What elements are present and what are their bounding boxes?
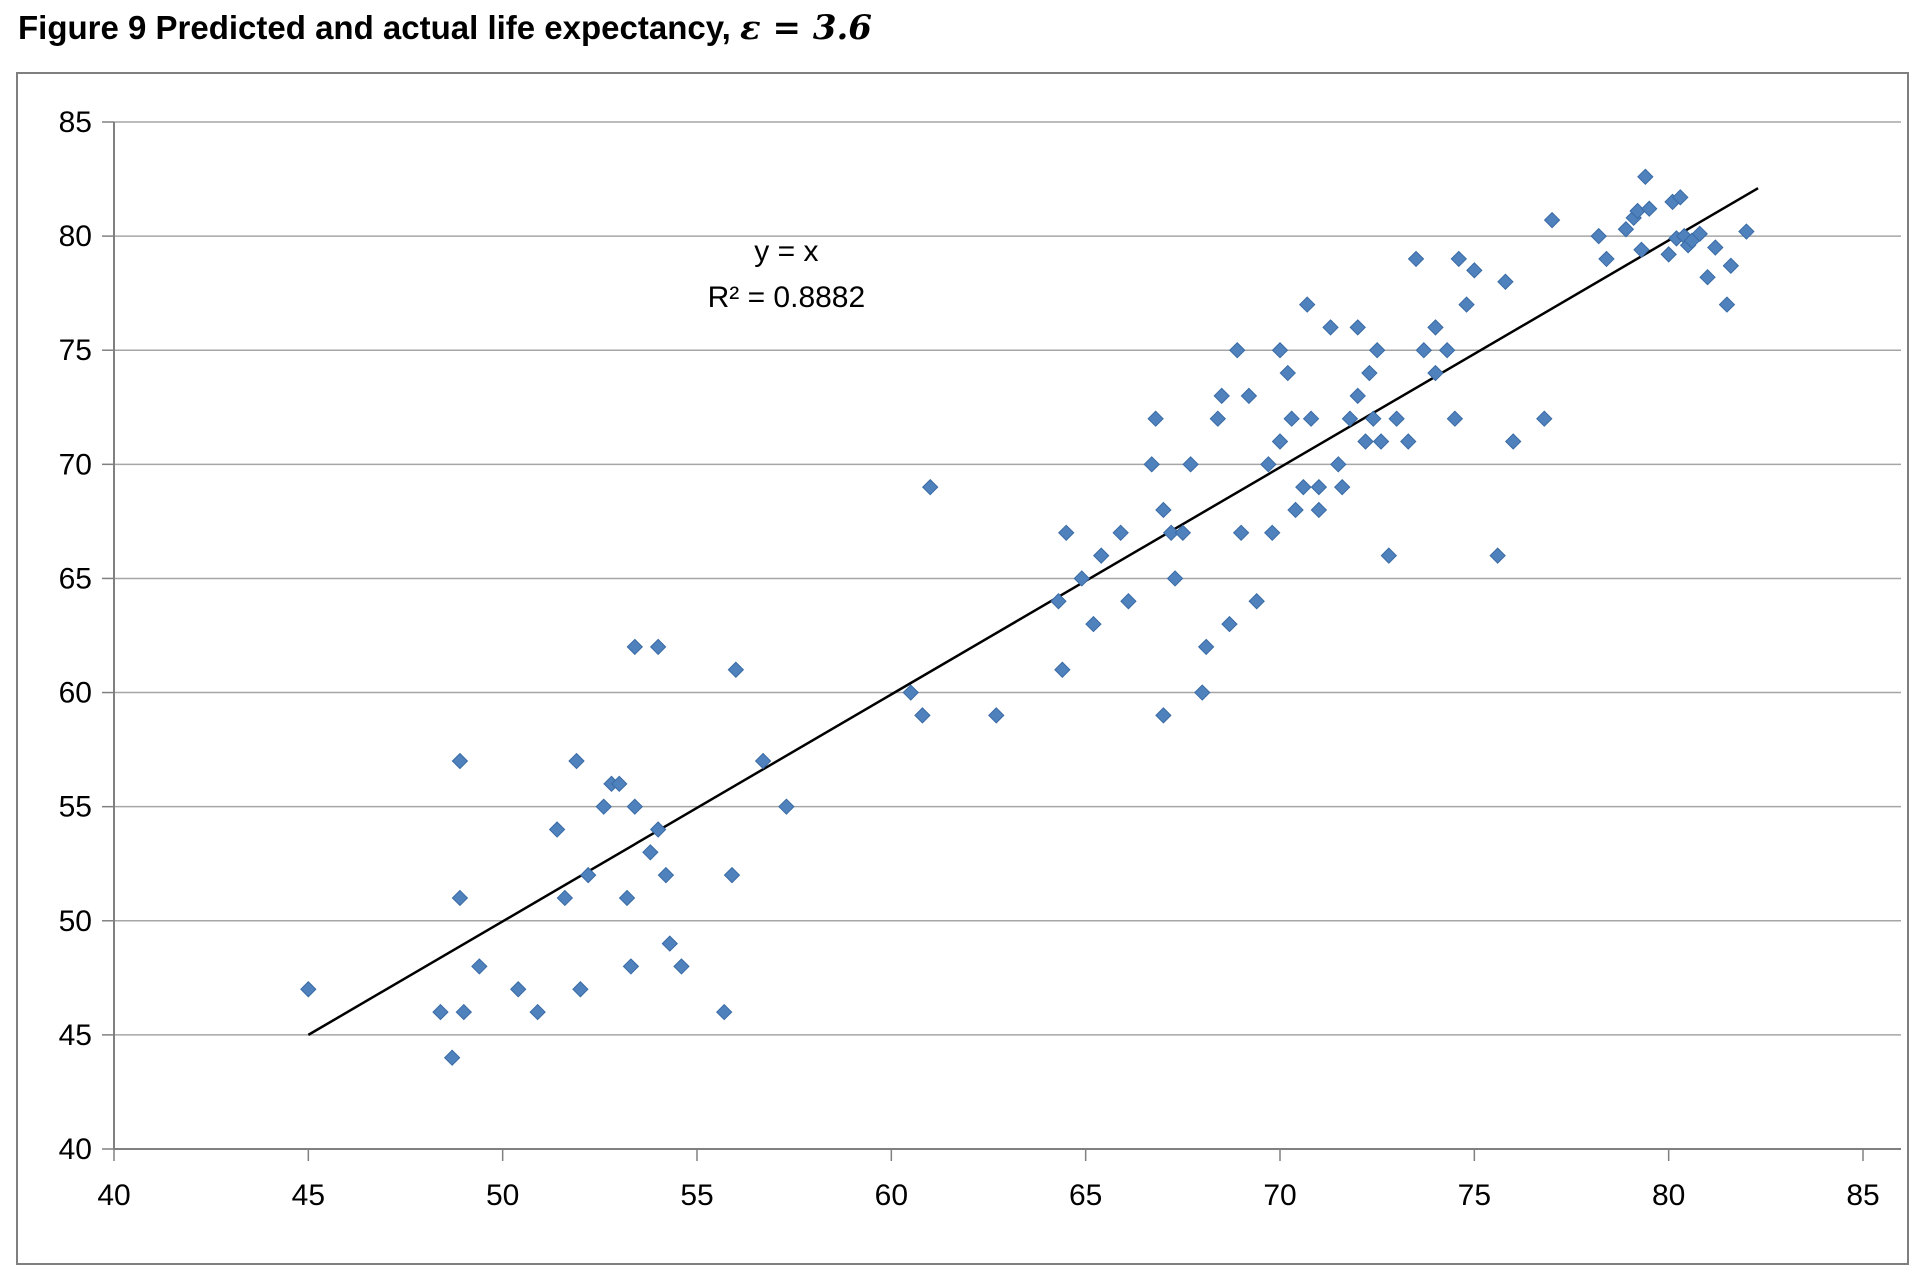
gridlines	[114, 121, 1901, 1150]
svg-text:50: 50	[486, 1179, 519, 1212]
svg-text:55: 55	[59, 791, 92, 824]
scatter-plot: 40 45 50 55 60 65 70 75 80 85 40 45 50 55 60 65 70 75 80 85…	[59, 106, 1901, 1212]
svg-text:60: 60	[875, 1179, 908, 1212]
svg-text:40: 40	[97, 1179, 130, 1212]
svg-text:60: 60	[59, 677, 92, 710]
figure-title-text: Figure 9 Predicted and actual life expec…	[18, 9, 740, 46]
svg-text:45: 45	[59, 1019, 92, 1052]
svg-text:80: 80	[1652, 1179, 1685, 1212]
axis-tick-labels: 40 45 50 55 60 65 70 75 80 85 40 45 50 55 60 65 70 75 80 85	[59, 106, 1880, 1212]
trendline-equation-label: y = x	[754, 235, 818, 268]
svg-text:65: 65	[59, 562, 92, 595]
axes	[102, 121, 1901, 1161]
trendline	[307, 187, 1759, 1036]
svg-text:70: 70	[1263, 1179, 1296, 1212]
svg-text:70: 70	[59, 448, 92, 481]
chart-area: 40 45 50 55 60 65 70 75 80 85 40 45 50 55 60 65 70 75 80 85…	[16, 72, 1909, 1265]
r-squared-label: R² = 0.8882	[708, 281, 866, 314]
scatter-points	[300, 168, 1755, 1066]
svg-text:80: 80	[59, 220, 92, 253]
svg-text:75: 75	[59, 334, 92, 367]
svg-text:55: 55	[680, 1179, 713, 1212]
svg-text:85: 85	[1846, 1179, 1879, 1212]
svg-text:85: 85	[59, 106, 92, 139]
svg-text:50: 50	[59, 905, 92, 938]
svg-text:75: 75	[1458, 1179, 1491, 1212]
figure-title-math: ε = 3.6	[739, 8, 872, 48]
figure-title: Figure 9 Predicted and actual life expec…	[18, 8, 872, 48]
annotation: y = x R² = 0.8882	[708, 235, 866, 314]
svg-text:45: 45	[292, 1179, 325, 1212]
svg-text:40: 40	[59, 1133, 92, 1166]
svg-text:65: 65	[1069, 1179, 1102, 1212]
